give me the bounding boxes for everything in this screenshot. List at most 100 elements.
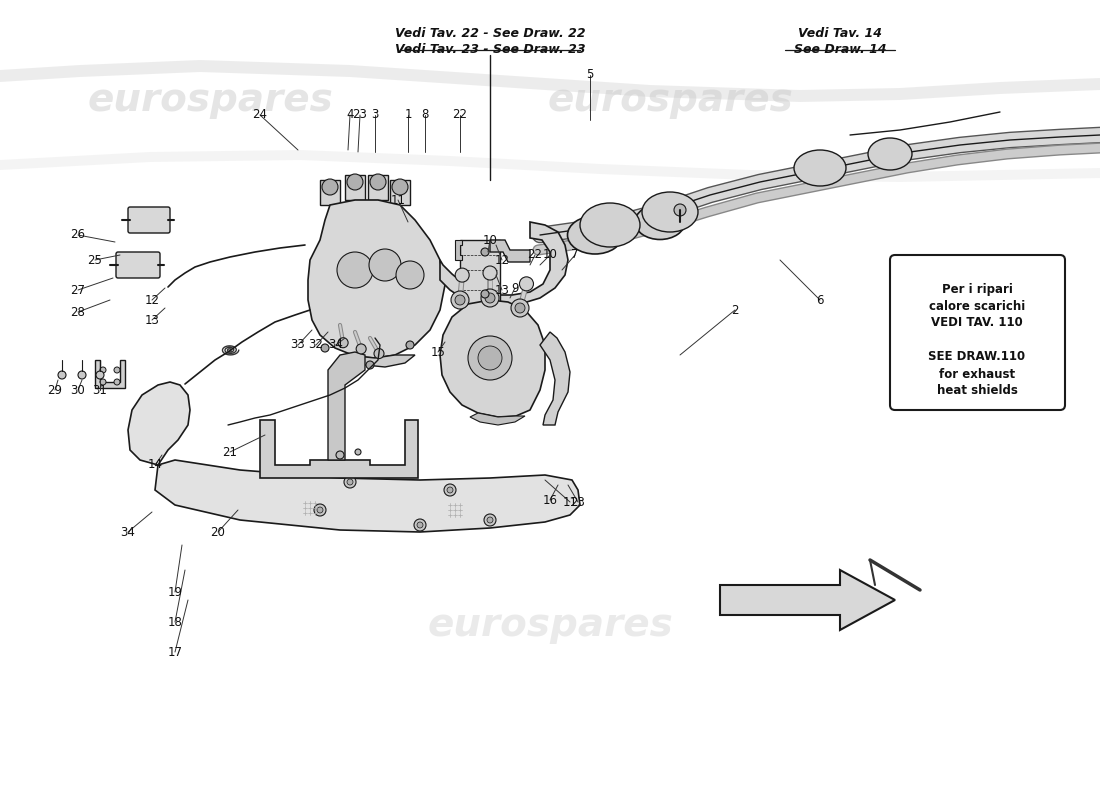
Circle shape bbox=[100, 367, 106, 373]
Circle shape bbox=[481, 290, 490, 298]
Ellipse shape bbox=[580, 203, 640, 247]
Text: 30: 30 bbox=[70, 383, 86, 397]
Circle shape bbox=[317, 507, 323, 513]
Text: 17: 17 bbox=[167, 646, 183, 658]
Text: Per i ripari
calore scarichi
VEDI TAV. 110

SEE DRAW.110
for exhaust
heat shield: Per i ripari calore scarichi VEDI TAV. 1… bbox=[928, 282, 1025, 398]
Circle shape bbox=[78, 371, 86, 379]
Circle shape bbox=[58, 371, 66, 379]
Polygon shape bbox=[95, 360, 125, 388]
Text: 31: 31 bbox=[92, 383, 108, 397]
Circle shape bbox=[674, 204, 686, 216]
Circle shape bbox=[487, 517, 493, 523]
Text: 19: 19 bbox=[167, 586, 183, 598]
Text: 14: 14 bbox=[147, 458, 163, 471]
Text: 25: 25 bbox=[88, 254, 102, 266]
Polygon shape bbox=[155, 460, 580, 532]
Text: 13: 13 bbox=[144, 314, 159, 326]
Polygon shape bbox=[320, 180, 340, 205]
Circle shape bbox=[483, 266, 497, 280]
Circle shape bbox=[356, 344, 366, 354]
Text: See Draw. 14: See Draw. 14 bbox=[794, 43, 887, 56]
Polygon shape bbox=[440, 300, 544, 417]
Text: 12: 12 bbox=[144, 294, 159, 306]
Text: eurospares: eurospares bbox=[547, 81, 793, 119]
Text: 22: 22 bbox=[452, 109, 468, 122]
Circle shape bbox=[314, 504, 326, 516]
Circle shape bbox=[478, 346, 502, 370]
Circle shape bbox=[336, 451, 344, 459]
Circle shape bbox=[322, 179, 338, 195]
Text: 34: 34 bbox=[121, 526, 135, 538]
Circle shape bbox=[114, 367, 120, 373]
Circle shape bbox=[484, 514, 496, 526]
Text: 1: 1 bbox=[405, 109, 411, 122]
Text: 27: 27 bbox=[70, 283, 86, 297]
FancyBboxPatch shape bbox=[128, 207, 170, 233]
Polygon shape bbox=[390, 180, 410, 205]
Circle shape bbox=[444, 484, 456, 496]
Circle shape bbox=[338, 338, 348, 348]
FancyBboxPatch shape bbox=[890, 255, 1065, 410]
Ellipse shape bbox=[568, 216, 623, 254]
Text: 23: 23 bbox=[353, 109, 367, 122]
Text: 6: 6 bbox=[816, 294, 824, 306]
Polygon shape bbox=[720, 570, 895, 630]
Circle shape bbox=[417, 522, 424, 528]
Circle shape bbox=[414, 519, 426, 531]
Circle shape bbox=[337, 252, 373, 288]
Polygon shape bbox=[128, 382, 190, 465]
Polygon shape bbox=[345, 355, 415, 367]
Polygon shape bbox=[260, 420, 418, 478]
Polygon shape bbox=[540, 332, 570, 425]
Circle shape bbox=[481, 289, 499, 307]
Circle shape bbox=[447, 487, 453, 493]
Text: 21: 21 bbox=[222, 446, 238, 458]
Text: 9: 9 bbox=[512, 282, 519, 294]
Circle shape bbox=[451, 291, 469, 309]
Text: 11: 11 bbox=[562, 495, 578, 509]
Ellipse shape bbox=[635, 205, 685, 239]
Circle shape bbox=[344, 476, 356, 488]
Polygon shape bbox=[368, 175, 388, 200]
Polygon shape bbox=[440, 222, 568, 306]
Polygon shape bbox=[0, 60, 1100, 102]
Circle shape bbox=[370, 174, 386, 190]
Polygon shape bbox=[490, 240, 530, 262]
Text: eurospares: eurospares bbox=[427, 606, 673, 644]
Circle shape bbox=[321, 344, 329, 352]
Text: 10: 10 bbox=[542, 249, 558, 262]
Text: 4: 4 bbox=[346, 109, 354, 122]
Text: 5: 5 bbox=[586, 69, 594, 82]
Circle shape bbox=[519, 277, 534, 291]
Circle shape bbox=[374, 349, 384, 358]
Circle shape bbox=[481, 248, 490, 256]
Circle shape bbox=[100, 379, 106, 385]
Polygon shape bbox=[470, 413, 525, 425]
Text: 24: 24 bbox=[253, 109, 267, 122]
Circle shape bbox=[368, 249, 402, 281]
Text: 18: 18 bbox=[167, 615, 183, 629]
Circle shape bbox=[346, 174, 363, 190]
Circle shape bbox=[366, 361, 374, 369]
Circle shape bbox=[396, 261, 424, 289]
Polygon shape bbox=[460, 240, 500, 310]
Text: 3: 3 bbox=[372, 109, 378, 122]
Text: 7: 7 bbox=[571, 249, 579, 262]
Text: 32: 32 bbox=[309, 338, 323, 351]
Text: eurospares: eurospares bbox=[87, 81, 333, 119]
Text: 29: 29 bbox=[47, 383, 63, 397]
Text: 34: 34 bbox=[329, 338, 343, 351]
Circle shape bbox=[515, 303, 525, 313]
Circle shape bbox=[96, 371, 104, 379]
Circle shape bbox=[114, 379, 120, 385]
Circle shape bbox=[406, 341, 414, 349]
Circle shape bbox=[455, 295, 465, 305]
Circle shape bbox=[455, 268, 470, 282]
Text: Vedi Tav. 14: Vedi Tav. 14 bbox=[798, 27, 882, 40]
Ellipse shape bbox=[868, 138, 912, 170]
Text: 28: 28 bbox=[70, 306, 86, 318]
Circle shape bbox=[355, 449, 361, 455]
Polygon shape bbox=[328, 352, 365, 460]
Circle shape bbox=[485, 293, 495, 303]
Circle shape bbox=[392, 179, 408, 195]
